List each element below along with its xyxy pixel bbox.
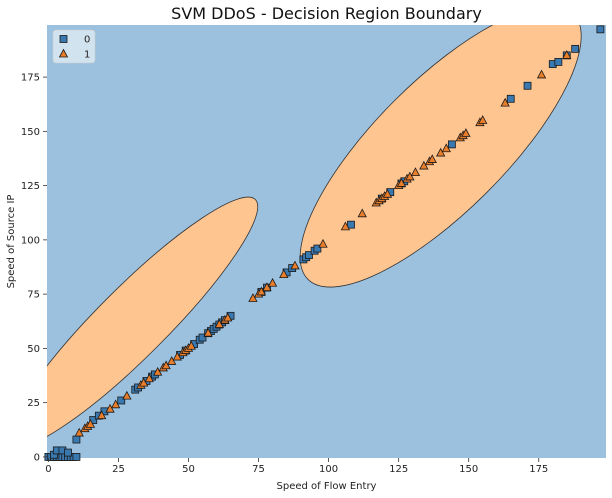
point-class-1 (144, 373, 154, 383)
point-class-1 (167, 356, 177, 365)
y-tick-label: 50 (27, 344, 40, 355)
point-class-1 (85, 419, 96, 428)
point-class-1 (340, 221, 351, 231)
point-class-1 (203, 327, 213, 337)
decision-regions-class-1 (47, 25, 582, 449)
point-class-1 (500, 97, 510, 107)
point-class-1 (279, 269, 289, 278)
point-class-0 (347, 220, 355, 229)
point-class-1 (536, 69, 547, 79)
chart-title: SVM DDoS - Decision Region Boundary (171, 4, 482, 23)
point-class-0 (554, 57, 563, 66)
point-class-1 (214, 319, 224, 328)
y-tick-label: 150 (21, 127, 40, 138)
point-class-1 (262, 282, 272, 292)
y-axis-ticks: 0 25 50 75 100 125 150 175 (21, 73, 47, 463)
point-class-0 (313, 244, 322, 253)
x-axis-label: Speed of Flow Entry (277, 481, 377, 492)
point-class-1 (248, 293, 258, 302)
point-class-1 (382, 188, 393, 198)
point-class-1 (172, 351, 182, 361)
point-class-1 (74, 427, 84, 437)
point-class-1 (410, 167, 421, 176)
x-tick-label: 75 (252, 464, 265, 475)
legend-label-class-1: 1 (84, 50, 90, 61)
point-class-1 (290, 260, 300, 270)
point-class-1 (122, 390, 132, 400)
x-tick-label: 0 (45, 464, 51, 475)
legend: 01 (52, 29, 96, 64)
point-class-0 (198, 333, 207, 342)
point-class-0 (89, 416, 98, 424)
point-class-1 (186, 340, 196, 350)
y-tick-label: 75 (27, 290, 40, 301)
point-class-1 (427, 154, 437, 163)
y-tick-label: 175 (21, 73, 40, 84)
x-tick-label: 125 (389, 464, 408, 475)
point-class-1 (161, 360, 171, 370)
legend-label-class-0: 0 (84, 35, 90, 46)
point-class-1 (357, 208, 367, 218)
y-tick-label: 125 (21, 181, 40, 192)
point-class-0 (305, 251, 313, 259)
point-class-0 (596, 25, 605, 34)
x-tick-label: 100 (319, 464, 338, 475)
y-axis-label: Speed of Source IP (6, 195, 17, 289)
plot-area (44, 25, 606, 461)
x-tick-label: 50 (182, 464, 195, 475)
point-class-1 (436, 147, 446, 157)
point-class-1 (318, 238, 328, 248)
x-tick-label: 175 (529, 464, 548, 475)
point-class-1 (256, 286, 267, 296)
point-class-1 (478, 115, 488, 124)
point-class-0 (571, 44, 580, 53)
decision-region-ellipse-1 (47, 196, 259, 449)
point-class-1 (139, 377, 149, 387)
point-class-1 (223, 312, 233, 322)
point-class-1 (419, 160, 429, 170)
point-class-0 (523, 81, 532, 90)
point-class-1 (441, 143, 451, 153)
point-class-0 (72, 435, 81, 444)
point-class-0 (506, 94, 515, 103)
point-class-1 (105, 403, 115, 413)
point-class-1 (405, 171, 415, 181)
point-class-0 (72, 453, 81, 461)
x-tick-label: 25 (112, 464, 125, 475)
point-class-0 (64, 448, 72, 457)
decision-region-ellipse-2 (299, 25, 582, 288)
point-class-1 (267, 277, 278, 287)
data-points (44, 25, 605, 461)
point-class-0 (447, 140, 456, 149)
legend-marker-class-1 (58, 48, 69, 58)
x-axis-ticks: 0 25 50 75 100 125 150 175 (45, 458, 548, 475)
point-class-1 (396, 178, 407, 187)
point-class-1 (153, 366, 163, 376)
y-tick-label: 25 (27, 398, 40, 409)
point-class-1 (562, 50, 572, 59)
point-class-1 (96, 410, 107, 420)
legend-marker-class-0 (59, 35, 68, 43)
point-class-1 (110, 399, 121, 409)
y-tick-label: 100 (21, 235, 40, 246)
point-class-0 (117, 396, 126, 405)
x-tick-label: 150 (459, 464, 478, 475)
y-tick-label: 0 (34, 452, 40, 463)
point-class-1 (461, 128, 471, 137)
